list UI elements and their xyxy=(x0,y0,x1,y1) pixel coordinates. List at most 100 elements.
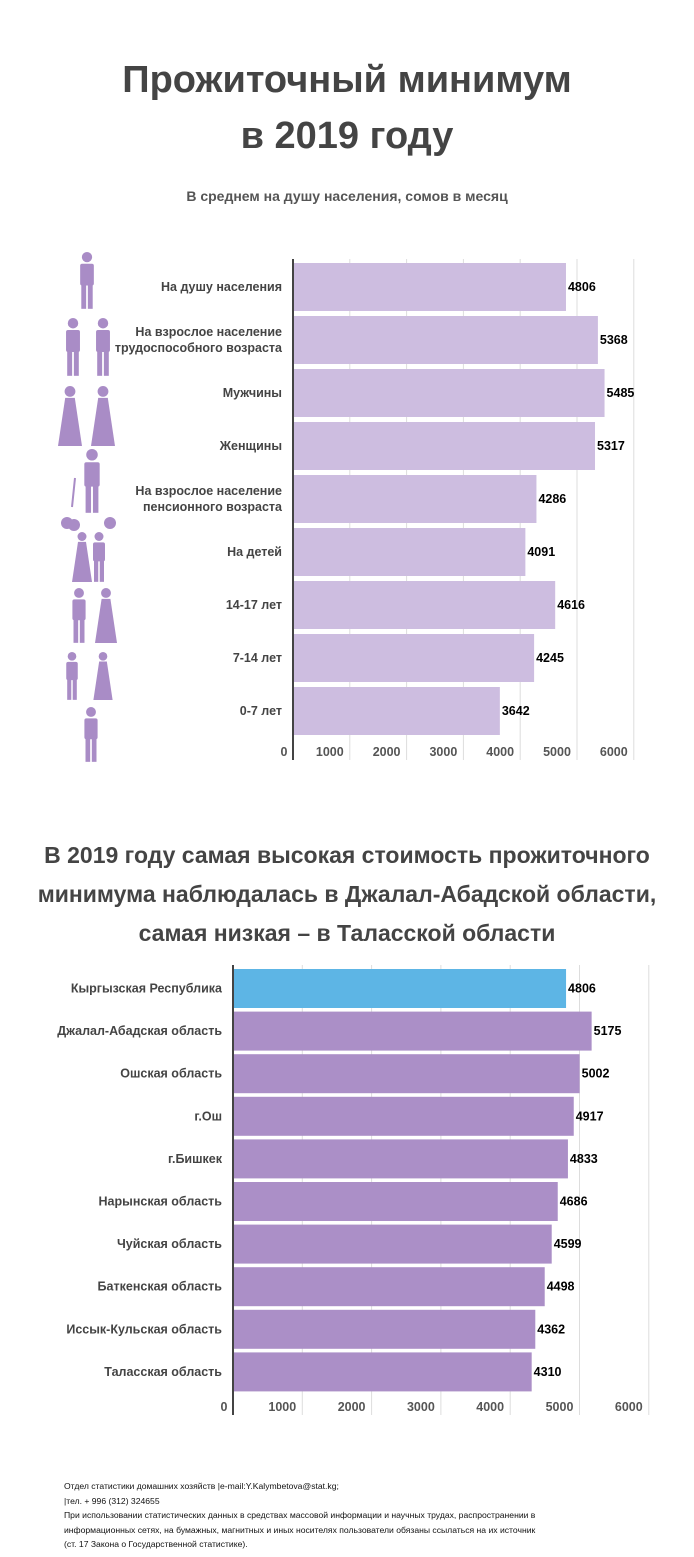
leg xyxy=(79,619,85,643)
workers-icon xyxy=(66,318,110,376)
data-label: 4498 xyxy=(547,1280,575,1294)
torso xyxy=(84,718,98,740)
head xyxy=(64,386,76,397)
man-woman-icon xyxy=(58,386,115,446)
bar xyxy=(233,969,567,1008)
title-line: В 2019 году самая высокая стоимость прож… xyxy=(44,842,650,868)
tick-label: 2000 xyxy=(373,745,401,759)
torso xyxy=(72,599,86,621)
leg xyxy=(67,679,72,700)
bar xyxy=(233,1139,568,1179)
data-label: 4806 xyxy=(568,982,596,996)
category-label: Джалал-Абадская область xyxy=(57,1024,222,1038)
leg xyxy=(67,350,73,376)
kids-icon xyxy=(66,652,113,700)
bar xyxy=(233,1267,545,1307)
data-label: 4091 xyxy=(527,545,555,559)
category-label: На взрослое население xyxy=(135,325,282,339)
data-label: 3642 xyxy=(502,704,530,718)
category-label: 7-14 лет xyxy=(233,651,282,665)
category-label: трудоспособного возраста xyxy=(115,341,283,355)
torso xyxy=(80,263,94,286)
data-label: 5317 xyxy=(597,439,625,453)
leg xyxy=(73,350,79,376)
head xyxy=(98,652,108,661)
bar xyxy=(233,1096,574,1136)
leg xyxy=(99,560,104,582)
category-label: На душу населения xyxy=(161,280,282,294)
torso xyxy=(93,542,105,562)
balloon xyxy=(104,517,116,529)
head xyxy=(97,386,109,397)
category-label: Иссык-Кульская область xyxy=(66,1322,222,1336)
footer-contact: Отдел статистики домашних хозяйств |e-ma… xyxy=(64,1481,339,1491)
data-label: 4686 xyxy=(560,1195,588,1209)
chart-by-region: 4806 Кыргызская Республика 5175 Джалал-Абад… xyxy=(57,965,650,1415)
tick-label: 2000 xyxy=(338,1400,366,1414)
data-label: 5002 xyxy=(582,1067,610,1081)
title-line: в 2019 году xyxy=(240,115,454,157)
title-line: Прожиточный минимум xyxy=(122,59,572,101)
head xyxy=(94,532,104,541)
category-label: Таласская область xyxy=(104,1365,222,1379)
leg xyxy=(81,284,87,309)
footer-note: информационных сетях, на бумажных, магни… xyxy=(64,1524,536,1535)
tick-label: 0 xyxy=(221,1400,228,1414)
tick-label: 6000 xyxy=(600,745,628,759)
category-label: 14-17 лет xyxy=(226,598,282,612)
category-label: Чуйская область xyxy=(117,1237,222,1251)
tick-label: 3000 xyxy=(429,745,457,759)
dress xyxy=(58,397,82,446)
head xyxy=(81,252,93,263)
cane xyxy=(71,477,76,508)
children-balloons-icon xyxy=(61,517,116,582)
tick-label: 4000 xyxy=(476,1400,504,1414)
head xyxy=(67,652,77,661)
tick-label: 5000 xyxy=(543,745,571,759)
data-label: 4616 xyxy=(557,598,585,612)
tick-label: 5000 xyxy=(546,1400,574,1414)
bar xyxy=(233,1011,592,1051)
bar xyxy=(293,528,526,576)
torso xyxy=(84,462,100,487)
tick-label: 4000 xyxy=(486,745,514,759)
leg xyxy=(97,350,103,376)
chart-per-category: 4806 На душу населения 5368 На взрослое нас… xyxy=(58,252,635,762)
torso xyxy=(66,330,80,353)
leg xyxy=(73,619,79,643)
data-label: 5368 xyxy=(600,333,628,347)
category-label: г.Бишкек xyxy=(168,1152,223,1166)
bar xyxy=(233,1224,552,1264)
bar xyxy=(293,263,566,311)
tick-label: 1000 xyxy=(268,1400,296,1414)
head xyxy=(67,318,79,329)
head xyxy=(86,449,98,461)
tick-label: 1000 xyxy=(316,745,344,759)
bar xyxy=(293,369,605,417)
leg xyxy=(103,350,109,376)
tick-label: 3000 xyxy=(407,1400,435,1414)
leg xyxy=(94,560,99,582)
title-line: минимума наблюдалась в Джалал-Абадской о… xyxy=(37,881,657,907)
title-line: самая низкая – в Таласской области xyxy=(138,920,556,946)
data-label: 4599 xyxy=(554,1237,582,1251)
leg xyxy=(91,738,97,762)
balloon xyxy=(68,519,80,531)
dress xyxy=(91,397,115,446)
bar xyxy=(293,687,500,735)
category-label: Баткенская область xyxy=(98,1280,223,1294)
tick-label: 0 xyxy=(281,745,288,759)
category-label: Мужчины xyxy=(223,386,282,400)
data-label: 4917 xyxy=(576,1109,604,1123)
category-label: На взрослое население xyxy=(135,484,282,498)
bar xyxy=(233,1054,580,1094)
data-label: 5175 xyxy=(594,1024,622,1038)
category-label: 0-7 лет xyxy=(240,704,282,718)
leg xyxy=(72,679,77,700)
footer: Отдел статистики домашних хозяйств |e-ma… xyxy=(64,1479,664,1552)
data-label: 4310 xyxy=(534,1365,562,1379)
section-title: В 2019 году самая высокая стоимость прож… xyxy=(0,836,694,953)
person-icon xyxy=(80,252,94,309)
leg xyxy=(92,485,99,513)
data-label: 5485 xyxy=(607,386,635,400)
